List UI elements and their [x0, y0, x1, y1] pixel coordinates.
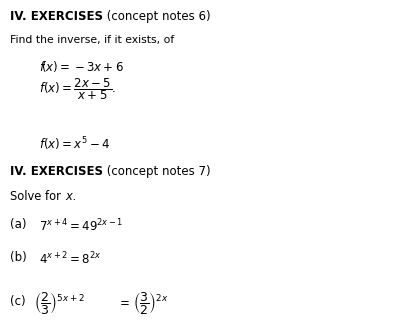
Text: (a): (a) — [10, 218, 34, 231]
Text: (concept notes 6): (concept notes 6) — [103, 10, 211, 23]
Text: $=$: $=$ — [117, 295, 130, 308]
Text: IV. EXERCISES: IV. EXERCISES — [10, 10, 103, 23]
Text: $x$.: $x$. — [65, 190, 76, 203]
Text: $f\!\left(x\right) = -3x+6$: $f\!\left(x\right) = -3x+6$ — [39, 59, 124, 74]
Text: $7^{x+4} = 49^{2x-1}$: $7^{x+4} = 49^{2x-1}$ — [39, 218, 123, 234]
Text: $4^{x+2} = 8^{2x}$: $4^{x+2} = 8^{2x}$ — [39, 251, 101, 267]
Text: $\left(\dfrac{3}{2}\right)^{2x}$: $\left(\dfrac{3}{2}\right)^{2x}$ — [133, 290, 169, 316]
Text: IV. EXERCISES: IV. EXERCISES — [10, 165, 103, 178]
Text: Solve for: Solve for — [10, 190, 65, 203]
Text: $f(x)=\dfrac{2x-5}{x+5}.$: $f(x)=\dfrac{2x-5}{x+5}.$ — [39, 76, 116, 102]
Text: $\left(\dfrac{2}{3}\right)^{5x+2}$: $\left(\dfrac{2}{3}\right)^{5x+2}$ — [34, 290, 85, 316]
Text: $f(x)=x^5-4$: $f(x)=x^5-4$ — [39, 135, 110, 153]
Text: (concept notes 7): (concept notes 7) — [103, 165, 211, 178]
Text: Find the inverse, if it exists, of: Find the inverse, if it exists, of — [10, 35, 175, 45]
Text: (c): (c) — [10, 295, 26, 308]
Text: (b): (b) — [10, 251, 34, 264]
Text: Solve for: Solve for — [10, 190, 65, 203]
